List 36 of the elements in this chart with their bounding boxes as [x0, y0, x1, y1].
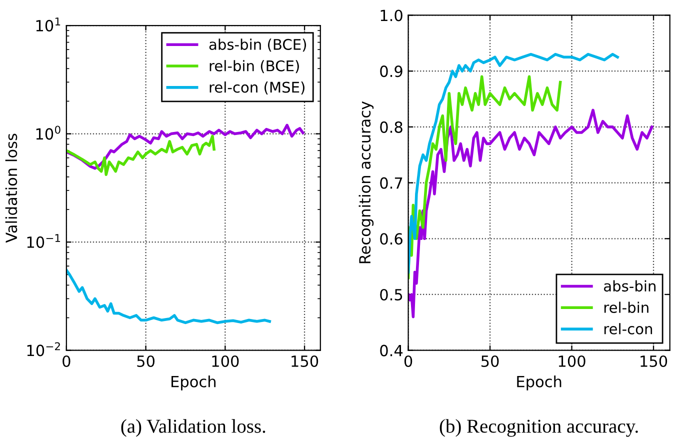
text: (b) Recognition accuracy. [440, 419, 638, 437]
legend-label: abs-bin [604, 280, 656, 292]
legend-label: abs-bin (BCE) [209, 38, 306, 52]
text: (a) Validation loss. [121, 419, 266, 437]
x-tick-label: 50 [481, 355, 499, 368]
y-tick-label: 10$^{1}$ [36, 18, 60, 32]
legend-label: rel-bin (BCE) [210, 60, 299, 74]
line-series [408, 75, 562, 280]
y-tick-label: 0.6 [380, 233, 402, 245]
y-axis-title: Validation loss [5, 134, 18, 243]
y-tick-label: 0.7 [380, 177, 402, 189]
line-series [408, 52, 619, 274]
line-series [408, 108, 654, 318]
y-tick-label: 10$^{−2}$ [27, 342, 60, 356]
y-tick-label: 0.5 [380, 288, 402, 301]
line-series [66, 134, 216, 176]
x-tick-label: 100 [212, 355, 239, 368]
x-tick-label: 50 [137, 355, 154, 368]
legend-label: rel-con [604, 323, 652, 334]
x-axis-title: Epoch [517, 376, 562, 390]
y-tick-label: 0.8 [380, 121, 402, 133]
y-tick-label: 0.4 [380, 344, 403, 356]
legend-label: rel-bin [604, 302, 648, 313]
x-tick-label: 150 [292, 355, 318, 368]
y-tick-label: 0.9 [380, 66, 402, 78]
line-series [66, 268, 271, 324]
y-tick-label: 10$^{0}$ [36, 126, 60, 140]
x-axis-title: Epoch [172, 376, 216, 390]
x-tick-label: 0 [62, 355, 70, 368]
y-axis-title: Recognition accuracy [358, 101, 374, 264]
x-tick-label: 150 [640, 355, 668, 368]
y-tick-label: 1.0 [380, 10, 402, 22]
y-tick-label: 10$^{−1}$ [27, 234, 60, 248]
legend-label: rel-con (MSE) [210, 81, 304, 94]
x-tick-label: 100 [558, 355, 586, 368]
x-tick-label: 0 [404, 355, 412, 368]
